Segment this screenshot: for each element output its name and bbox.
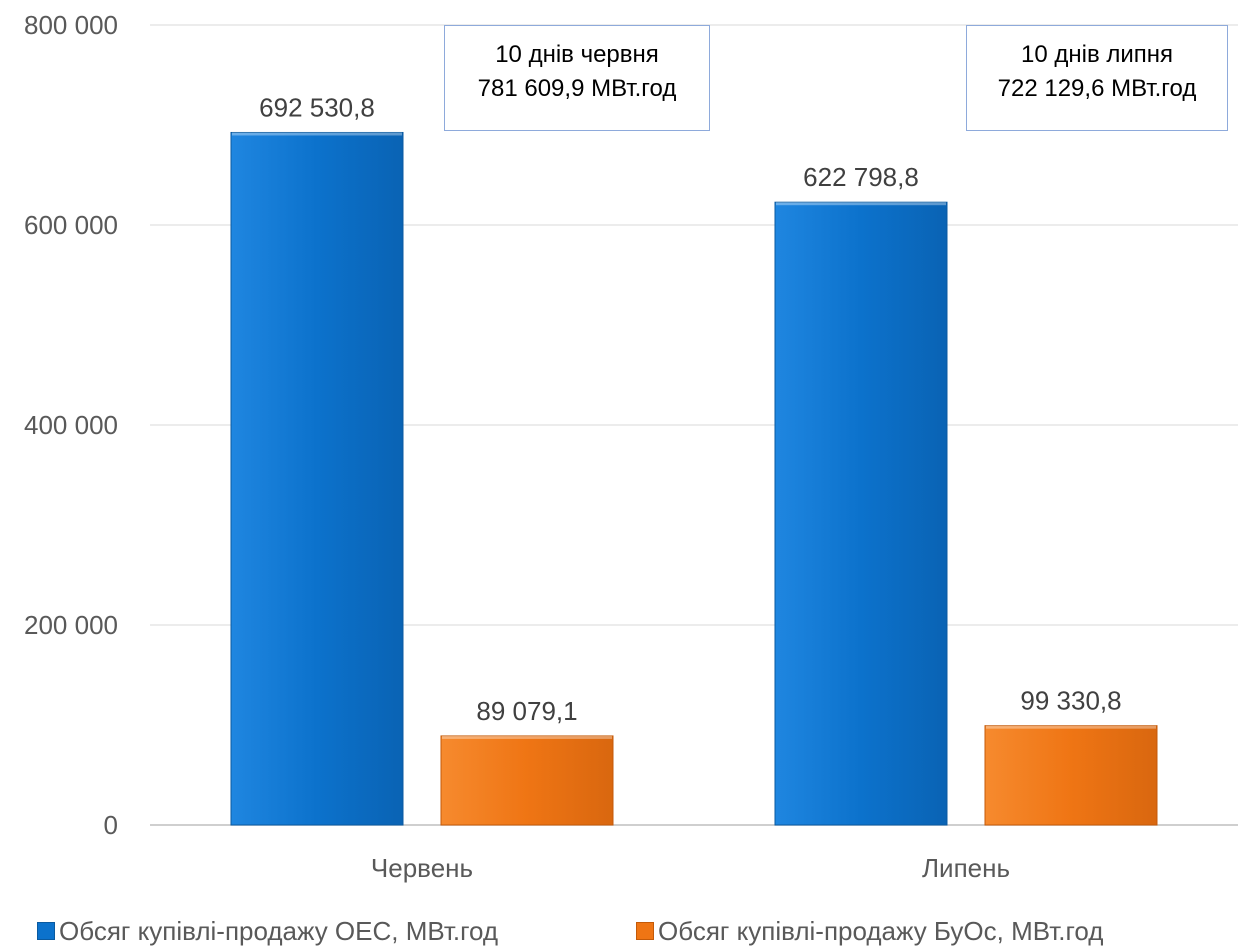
data-label: 692 530,8 — [259, 92, 375, 122]
legend-item-buos: Обсяг купівлі-продажу БуОс, МВт.год — [636, 918, 1103, 944]
legend-item-oes: Обсяг купівлі-продажу ОЕС, МВт.год — [37, 918, 498, 944]
bar-oes-0 — [230, 131, 404, 826]
legend-label-buos: Обсяг купівлі-продажу БуОс, МВт.год — [658, 916, 1104, 946]
july-note-line2: 722 129,6 МВт.год — [997, 75, 1197, 102]
y-axis-ticks: 0 200 000 400 000 600 000 800 000 — [24, 10, 118, 840]
x-axis-categories: Червень Липень — [371, 853, 1010, 883]
bar-buos-1 — [984, 725, 1158, 826]
y-tick-label: 600 000 — [24, 210, 118, 240]
y-tick-label: 400 000 — [24, 410, 118, 440]
july-total-note: 10 днів липня 722 129,6 МВт.год — [966, 25, 1228, 131]
data-labels: 692 530,8 89 079,1 622 798,8 99 330,8 — [259, 92, 1121, 725]
data-label: 622 798,8 — [803, 162, 919, 192]
bar-oes-1 — [774, 201, 948, 826]
bar-buos-0 — [440, 735, 614, 826]
june-note-line1: 10 днів червня — [495, 41, 659, 68]
x-category-label: Червень — [371, 853, 473, 883]
bar-highlight — [986, 725, 1156, 729]
data-label: 89 079,1 — [476, 696, 577, 726]
x-category-label: Липень — [922, 853, 1010, 883]
y-tick-label: 0 — [104, 810, 118, 840]
data-label: 99 330,8 — [1020, 686, 1121, 716]
y-tick-label: 200 000 — [24, 610, 118, 640]
legend-label-oes: Обсяг купівлі-продажу ОЕС, МВт.год — [59, 916, 499, 946]
legend: Обсяг купівлі-продажу ОЕС, МВт.год Обсяг… — [0, 918, 1238, 944]
bar-highlight — [442, 735, 612, 739]
july-note-line1: 10 днів липня — [1020, 41, 1174, 68]
legend-swatch-oes — [37, 922, 55, 940]
bar-highlight — [232, 132, 402, 136]
bars — [230, 131, 1158, 826]
y-tick-label: 800 000 — [24, 10, 118, 40]
legend-swatch-buos — [636, 922, 654, 940]
june-note-line2: 781 609,9 МВт.год — [477, 75, 677, 102]
bar-highlight — [776, 202, 946, 206]
june-total-note: 10 днів червня 781 609,9 МВт.год — [444, 25, 710, 131]
